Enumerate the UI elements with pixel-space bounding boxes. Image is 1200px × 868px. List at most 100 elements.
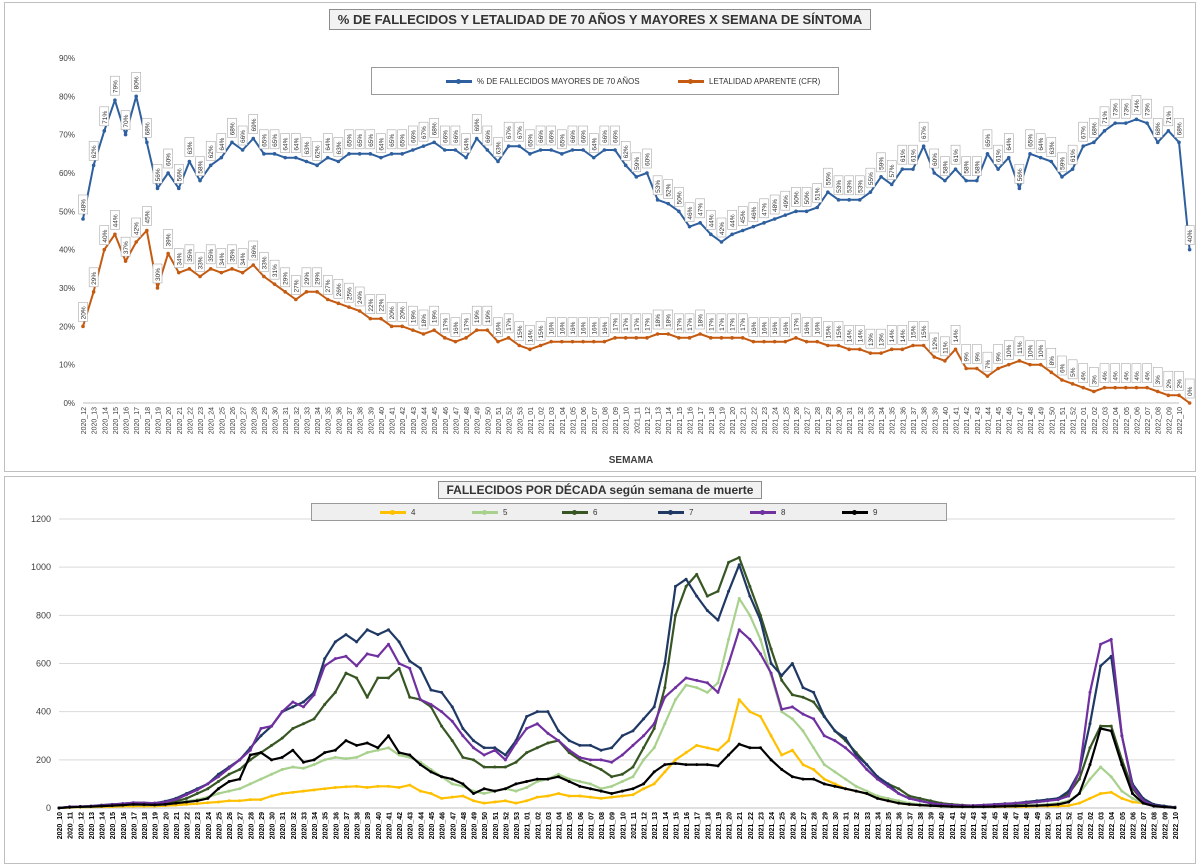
data-label-text: 56% [176, 168, 183, 181]
data-label: 16% [769, 317, 780, 337]
data-point [312, 717, 316, 721]
data-point [911, 343, 915, 348]
data-point [865, 767, 869, 771]
data-label: 17% [631, 313, 642, 334]
data-label-box [631, 313, 642, 334]
data-label-box [227, 118, 237, 138]
data-point [272, 152, 277, 156]
data-point [248, 798, 252, 802]
data-point [1099, 792, 1103, 796]
x-tick-label: 2020_26 [230, 407, 237, 434]
data-point [336, 301, 341, 306]
data-point [716, 589, 720, 593]
data-label: 19% [471, 305, 482, 326]
data-point [996, 366, 1000, 371]
data-label-text: 17% [687, 318, 694, 331]
chart2-title: FALLECIDOS POR DÉCADA según semana de mu… [437, 481, 763, 499]
data-label: 67% [918, 121, 929, 142]
data-point [716, 764, 720, 768]
data-label-box [578, 125, 588, 146]
data-point [921, 144, 926, 148]
data-point [546, 710, 550, 714]
data-label-text: 65% [985, 134, 992, 147]
data-point [620, 734, 624, 738]
data-label-text: 65% [261, 134, 268, 147]
data-label: 44% [727, 210, 737, 230]
data-point [411, 148, 415, 152]
data-label-box [195, 252, 205, 272]
data-point [355, 664, 359, 668]
data-point [695, 572, 699, 576]
data-point [634, 336, 639, 340]
x-tick-label: 2020_37 [344, 812, 351, 839]
data-label-text: 6% [1059, 363, 1066, 373]
data-point [687, 336, 692, 340]
data-label-box [886, 325, 897, 345]
data-point [514, 801, 518, 805]
data-label-box [1078, 363, 1088, 383]
data-label-box [535, 321, 546, 341]
data-point [758, 714, 762, 718]
data-point [429, 702, 433, 706]
data-label: 58% [961, 156, 971, 176]
data-point [673, 758, 677, 762]
data-point [333, 657, 337, 661]
data-point [1024, 804, 1028, 808]
data-label-box [344, 129, 354, 150]
data-point [386, 642, 390, 646]
data-point [301, 789, 305, 793]
data-label-text: 4% [1113, 371, 1120, 381]
data-label-text: 10% [1028, 344, 1035, 357]
data-point [875, 777, 879, 781]
data-point [1077, 792, 1081, 796]
data-label: 37% [120, 236, 131, 257]
data-point [772, 339, 777, 344]
data-point [100, 804, 104, 808]
data-point [368, 152, 373, 156]
data-point [801, 729, 805, 733]
data-point [121, 803, 125, 807]
data-label-text: 66% [570, 130, 577, 143]
data-label-box [886, 160, 897, 180]
data-label-text: 17% [442, 318, 449, 331]
data-point [408, 666, 412, 670]
data-label-text: 18% [666, 314, 673, 327]
data-point [663, 686, 667, 690]
data-label-text: 16% [772, 321, 779, 334]
data-label: 17% [716, 313, 727, 334]
data-label: 3% [1152, 367, 1163, 387]
data-point [493, 800, 497, 804]
data-label-text: 64% [378, 137, 385, 150]
y-tick-label: 70% [59, 131, 75, 140]
data-point [833, 739, 837, 743]
data-label-text: 66% [453, 130, 460, 143]
data-label-text: 58% [942, 160, 949, 173]
x-tick-label: 2020_45 [432, 407, 439, 434]
data-point [801, 777, 805, 781]
data-label-text: 47% [762, 203, 769, 216]
data-label-box [1025, 129, 1035, 150]
data-label: 27% [322, 275, 333, 295]
data-point [283, 155, 287, 160]
data-point [631, 743, 635, 747]
data-label-box [120, 110, 131, 130]
data-point [206, 796, 210, 800]
data-point [663, 770, 667, 774]
data-point [493, 789, 497, 793]
data-label-text: 69% [251, 118, 258, 131]
data-label-box [791, 313, 801, 334]
data-point [716, 690, 720, 694]
data-label-box [120, 236, 131, 257]
data-point [769, 734, 773, 738]
data-point [836, 343, 841, 348]
x-tick-label: 2020_52 [507, 407, 514, 434]
data-label-text: 4% [1123, 371, 1130, 381]
x-tick-label: 2020_50 [482, 812, 489, 839]
data-point [421, 144, 426, 148]
data-point [240, 270, 245, 275]
data-label-box [1089, 367, 1099, 387]
x-tick-label: 2020_36 [333, 812, 340, 839]
data-label-text: 16% [804, 321, 811, 334]
data-point [208, 163, 213, 168]
